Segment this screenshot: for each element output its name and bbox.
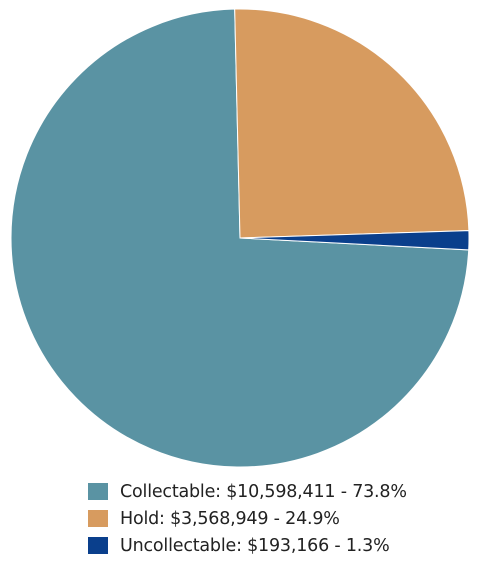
legend-label-uncollectable: Uncollectable: $193,166 - 1.3%	[120, 535, 390, 556]
pie-chart	[10, 8, 470, 468]
pie-slice-hold	[234, 8, 470, 239]
legend-label-hold: Hold: $3,568,949 - 24.9%	[120, 508, 340, 529]
legend-swatch-uncollectable	[88, 537, 108, 554]
legend-item-uncollectable: Uncollectable: $193,166 - 1.3%	[88, 532, 488, 559]
legend-item-collectable: Collectable: $10,598,411 - 73.8%	[88, 478, 488, 505]
legend-swatch-hold	[88, 510, 108, 527]
legend-swatch-collectable	[88, 483, 108, 500]
legend-item-hold: Hold: $3,568,949 - 24.9%	[88, 505, 488, 532]
pie-slice-uncollectable	[239, 230, 470, 251]
legend-label-collectable: Collectable: $10,598,411 - 73.8%	[120, 481, 407, 502]
legend: Collectable: $10,598,411 - 73.8% Hold: $…	[88, 478, 488, 559]
pie-slices	[10, 8, 470, 468]
